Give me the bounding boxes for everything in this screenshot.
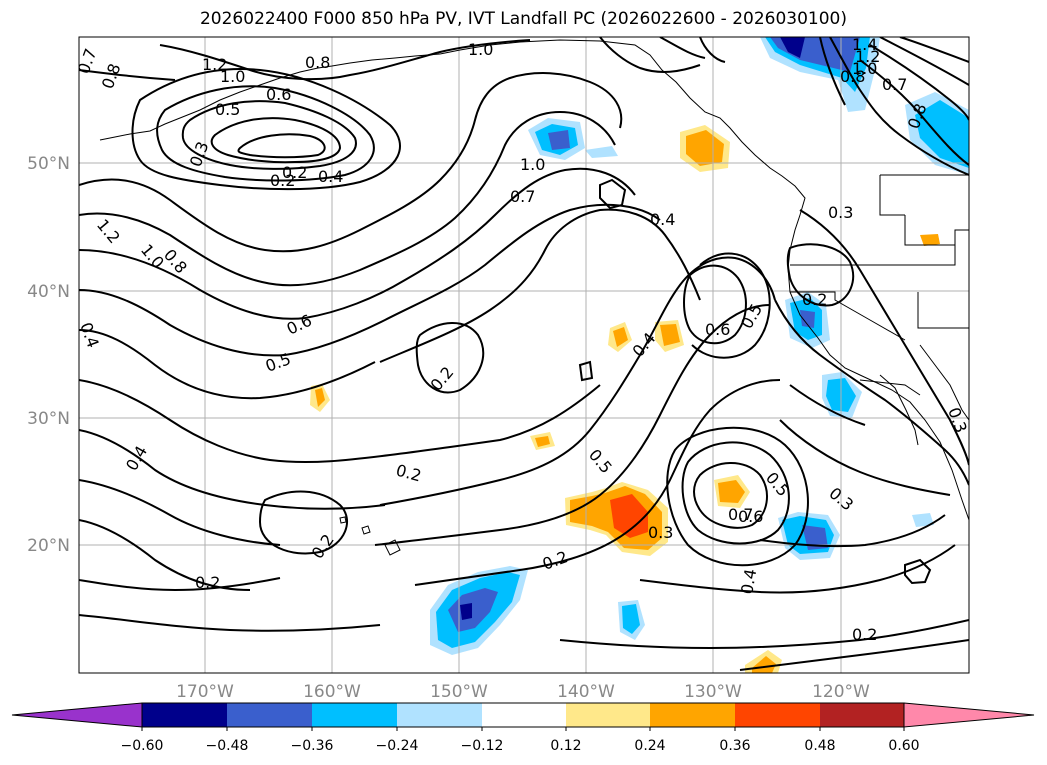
contour-label: 0.6 (266, 85, 291, 104)
colorbar-extend-low (11, 702, 143, 728)
contour-label: 0.2 (195, 573, 220, 592)
contour-label: 0.8 (305, 53, 330, 72)
lon-label: 140°W (557, 682, 615, 702)
map-frame (78, 36, 970, 674)
lat-label: 50°N (27, 154, 70, 174)
contour-label: 1.2 (202, 55, 227, 74)
contour-label: 0.2 (282, 163, 307, 182)
colorbar-bin (312, 703, 397, 727)
lon-labels: 170°W 160°W 150°W 140°W 130°W 120°W (176, 682, 870, 702)
contour-label: 0.4 (76, 320, 103, 350)
contour-label: 0.2 (270, 171, 295, 190)
colorbar-tick-label: −0.48 (206, 738, 249, 754)
pv-contours (79, 37, 969, 671)
contour-label: 1.0 (520, 155, 545, 174)
lat-label: 40°N (27, 282, 70, 302)
lon-label: 150°W (430, 682, 488, 702)
contour-label: 1.0 (220, 67, 245, 86)
contour-label: 0.8 (840, 67, 865, 86)
contour-label: 0.7 (728, 505, 753, 524)
colorbar-tick-label: −0.12 (461, 738, 504, 754)
colorbar-bin (397, 703, 482, 727)
contour-label: 0.7 (510, 187, 535, 206)
contour-label: 0.4 (318, 167, 343, 186)
colorbar: −0.60 −0.48 −0.36 −0.24 −0.12 0.12 0.24 … (11, 702, 1035, 754)
lat-label: 20°N (27, 536, 70, 556)
lon-label: 160°W (303, 682, 361, 702)
colorbar-tick-label: 0.24 (634, 738, 665, 754)
colorbar-tick-label: 0.12 (550, 738, 581, 754)
lat-label: 30°N (27, 409, 70, 429)
colorbar-bin (650, 703, 735, 727)
coastlines (99, 39, 969, 556)
colorbar-bin (227, 703, 312, 727)
contour-label: 0.2 (802, 290, 827, 309)
contour-label: 0.3 (648, 523, 673, 542)
colorbar-tick-label: −0.36 (291, 738, 334, 754)
contour-label: 0.6 (738, 507, 763, 526)
colorbar-extend-high (903, 702, 1035, 728)
lon-label: 120°W (812, 682, 870, 702)
colorbar-tick-label: 0.48 (804, 738, 835, 754)
lon-label: 130°W (684, 682, 742, 702)
map-title: 2026022400 F000 850 hPa PV, IVT Landfall… (199, 9, 847, 29)
contour-label: 1.4 (852, 35, 877, 54)
colorbar-tick-label: 0.60 (888, 738, 919, 754)
colorbar-bin (820, 703, 904, 727)
contour-label: 1.0 (852, 59, 877, 78)
colorbar-tick-label: 0.36 (719, 738, 750, 754)
contour-label: 0.7 (882, 75, 907, 94)
lat-labels: 50°N 40°N 30°N 20°N (27, 154, 70, 556)
contour-label: 0.4 (650, 210, 675, 229)
map-panel: 0.7 0.8 1.2 1.0 0.8 1.0 0.6 0.5 0.3 0.2 … (76, 35, 969, 673)
contour-label: 0.4 (737, 567, 760, 595)
colorbar-bin (142, 703, 227, 727)
contour-label: 0.5 (215, 100, 240, 119)
contour-label: 0.3 (828, 203, 853, 222)
colorbar-tick-label: −0.24 (376, 738, 419, 754)
colorbar-bin (566, 703, 650, 727)
contour-label: 1.0 (468, 40, 493, 59)
contour-label: 0.2 (852, 625, 877, 644)
gridlines (79, 37, 969, 673)
colorbar-bin (482, 703, 566, 727)
lon-label: 170°W (176, 682, 234, 702)
contour-label: 0.6 (705, 320, 730, 339)
colorbar-bin (735, 703, 820, 727)
contour-label: 1.2 (855, 47, 880, 66)
colorbar-tick-label: −0.60 (121, 738, 164, 754)
